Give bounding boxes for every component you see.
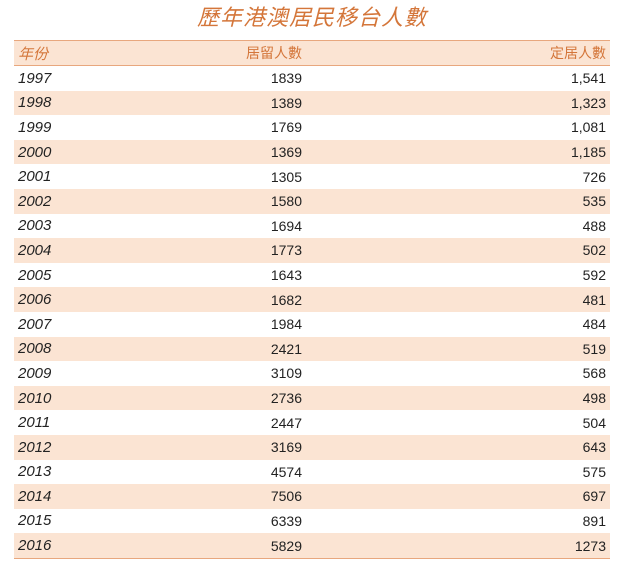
cell-residence: 1369 [270,144,302,161]
cell-year: 2011 [18,414,51,432]
table-header-row: 年份 居留人數 定居人數 [14,40,610,66]
cell-residence: 1682 [270,291,302,308]
cell-settlement: 697 [582,488,606,505]
header-residence: 居留人數 [246,46,302,62]
cell-year: 2003 [18,217,52,235]
cell-year: 2001 [18,168,52,186]
cell-year: 2009 [18,364,52,382]
table-row: 2013 4574 575 [14,460,610,485]
cell-settlement: 535 [582,193,606,210]
cell-settlement: 498 [582,390,606,407]
table-row: 2006 1682 481 [14,287,610,312]
cell-settlement: 481 [582,291,606,308]
table-row: 1997 1839 1,541 [14,66,610,91]
cell-residence: 7506 [270,488,302,505]
page-title: 歷年港澳居民移台人數 [196,6,427,31]
data-table: 年份 居留人數 定居人數 1997 1839 1,541 1998 1389 1,323 1… [14,40,610,559]
cell-residence: 6339 [270,512,302,529]
table-bottom-rule [14,557,610,559]
cell-settlement: 726 [582,168,606,185]
cell-year: 1999 [18,118,52,136]
cell-settlement: 1273 [574,537,606,554]
table-row: 2011 2447 504 [14,410,610,435]
table-row: 2008 2421 519 [14,336,610,362]
cell-residence: 4574 [270,463,302,480]
table-row: 2014 7506 697 [14,484,610,509]
cell-residence: 1839 [270,70,302,87]
cell-residence: 1694 [270,217,302,234]
cell-year: 2002 [18,192,52,210]
cell-settlement: 568 [582,365,606,382]
table-body: 1997 1839 1,541 1998 1389 1,323 1999 1769 1,081 2… [14,66,610,558]
cell-settlement: 1,081 [570,119,606,136]
cell-year: 2008 [18,340,52,358]
cell-year: 2005 [18,266,52,284]
cell-settlement: 643 [582,439,606,456]
table-row: 2012 3169 643 [14,434,610,460]
cell-settlement: 1,541 [570,70,606,87]
cell-residence: 1769 [270,119,302,136]
cell-residence: 3109 [270,365,302,382]
cell-year: 2012 [18,438,52,456]
cell-year: 2000 [18,143,52,161]
cell-settlement: 592 [582,267,606,284]
cell-residence: 5829 [270,537,302,554]
cell-residence: 1305 [270,168,302,185]
table-row: 2016 5829 1273 [14,533,610,558]
cell-year: 2007 [18,315,52,333]
header-year: 年份 [18,44,49,63]
cell-residence: 1389 [270,94,302,111]
cell-year: 2004 [18,241,52,259]
cell-settlement: 1,323 [570,94,606,111]
cell-year: 2006 [18,291,52,309]
cell-year: 2010 [18,389,52,407]
table-row: 2003 1694 488 [14,214,610,239]
cell-year: 1998 [18,94,52,112]
cell-year: 1997 [18,69,52,87]
table-row: 2002 1580 535 [14,188,610,214]
cell-settlement: 1,185 [570,144,606,161]
cell-year: 2014 [18,487,52,505]
cell-settlement: 519 [582,340,606,357]
cell-residence: 1580 [270,193,302,210]
cell-settlement: 488 [582,217,606,234]
table-row: 2001 1305 726 [14,164,610,189]
cell-residence: 1773 [270,242,302,259]
cell-settlement: 502 [582,242,606,259]
cell-settlement: 575 [582,463,606,480]
cell-residence: 2736 [270,390,302,407]
cell-year: 2013 [18,463,52,481]
cell-year: 2016 [18,537,52,555]
header-settlement: 定居人數 [550,46,606,62]
table-row: 2004 1773 502 [14,238,610,263]
table-row: 2009 3109 568 [14,361,610,386]
cell-settlement: 504 [582,414,606,431]
table-row: 2015 6339 891 [14,509,610,534]
table-row: 2010 2736 498 [14,385,610,411]
cell-residence: 3169 [270,439,302,456]
cell-residence: 2447 [270,414,302,431]
table-row: 1998 1389 1,323 [14,90,610,116]
table-row: 1999 1769 1,081 [14,115,610,140]
cell-settlement: 484 [582,316,606,333]
table-row: 2007 1984 484 [14,312,610,337]
cell-settlement: 891 [582,512,606,529]
cell-year: 2015 [18,512,52,530]
table-row: 2000 1369 1,185 [14,139,610,165]
cell-residence: 2421 [270,340,302,357]
cell-residence: 1643 [270,267,302,284]
table-row: 2005 1643 592 [14,263,610,288]
cell-residence: 1984 [270,316,302,333]
